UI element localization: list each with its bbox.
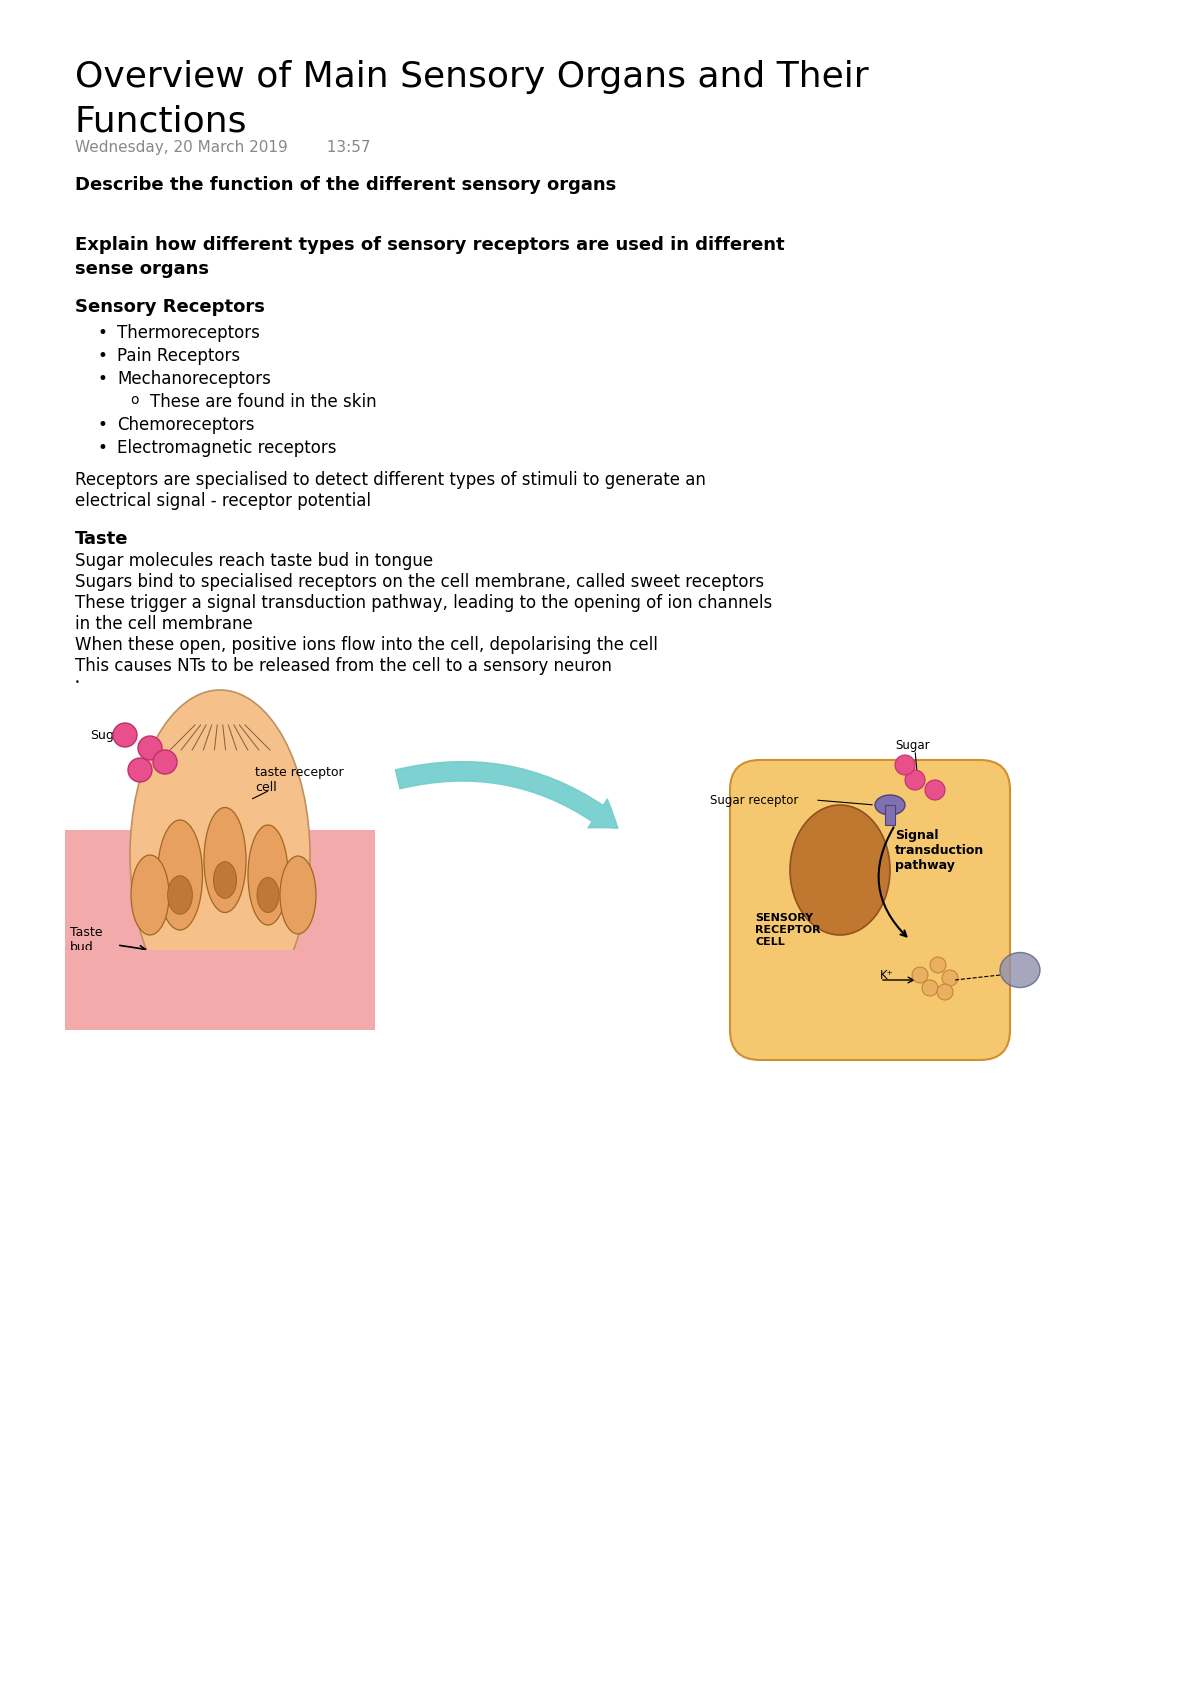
Text: Mechanoreceptors: Mechanoreceptors [118, 370, 271, 389]
Ellipse shape [168, 876, 192, 914]
Circle shape [930, 958, 946, 973]
Circle shape [937, 985, 953, 1000]
Text: Wednesday, 20 March 2019        13:57: Wednesday, 20 March 2019 13:57 [74, 139, 371, 155]
Text: Receptors are specialised to detect different types of stimuli to generate an: Receptors are specialised to detect diff… [74, 470, 706, 489]
Text: Sugar molecules reach taste bud in tongue: Sugar molecules reach taste bud in tongu… [74, 552, 433, 571]
Text: in the cell membrane: in the cell membrane [74, 615, 253, 633]
Ellipse shape [280, 856, 316, 934]
Circle shape [895, 756, 916, 774]
Text: Taste: Taste [74, 530, 128, 548]
Text: Chemoreceptors: Chemoreceptors [118, 416, 254, 435]
FancyBboxPatch shape [886, 805, 895, 825]
Text: Taste
bud: Taste bud [70, 925, 102, 954]
Text: Electromagnetic receptors: Electromagnetic receptors [118, 440, 336, 457]
Text: Sugar: Sugar [895, 739, 930, 752]
Text: •: • [74, 678, 80, 688]
Text: SENSORY
RECEPTOR
CELL: SENSORY RECEPTOR CELL [755, 914, 821, 946]
Circle shape [922, 980, 938, 997]
Text: Pain Receptors: Pain Receptors [118, 346, 240, 365]
Ellipse shape [204, 808, 246, 912]
Text: Thermoreceptors: Thermoreceptors [118, 324, 260, 341]
Ellipse shape [131, 856, 169, 936]
Circle shape [905, 769, 925, 790]
Circle shape [912, 966, 928, 983]
Text: •: • [97, 416, 107, 435]
Circle shape [925, 779, 946, 800]
Text: •: • [97, 370, 107, 389]
Circle shape [942, 970, 958, 987]
Text: Functions: Functions [74, 104, 247, 138]
Text: These are found in the skin: These are found in the skin [150, 392, 377, 411]
Text: •: • [97, 324, 107, 341]
Circle shape [154, 751, 178, 774]
Ellipse shape [1000, 953, 1040, 988]
Text: o: o [130, 392, 138, 408]
FancyArrowPatch shape [396, 762, 618, 829]
Ellipse shape [214, 861, 236, 898]
Ellipse shape [257, 878, 278, 912]
Text: •: • [97, 346, 107, 365]
Text: Sugar: Sugar [90, 728, 127, 742]
Ellipse shape [875, 795, 905, 815]
Text: K⁺: K⁺ [880, 968, 894, 981]
FancyBboxPatch shape [65, 830, 374, 1031]
Ellipse shape [157, 820, 203, 931]
Text: Signal
transduction
pathway: Signal transduction pathway [895, 829, 984, 871]
Text: When these open, positive ions flow into the cell, depolarising the cell: When these open, positive ions flow into… [74, 637, 658, 654]
Text: electrical signal - receptor potential: electrical signal - receptor potential [74, 492, 371, 509]
Circle shape [138, 735, 162, 761]
Text: Sensory Receptors: Sensory Receptors [74, 299, 265, 316]
FancyBboxPatch shape [65, 949, 374, 1031]
Text: taste receptor
cell: taste receptor cell [256, 766, 343, 795]
Text: Describe the function of the different sensory organs: Describe the function of the different s… [74, 177, 617, 194]
Circle shape [113, 723, 137, 747]
Text: sense organs: sense organs [74, 260, 209, 278]
Text: Sugar receptor: Sugar receptor [710, 793, 798, 807]
Text: Explain how different types of sensory receptors are used in different: Explain how different types of sensory r… [74, 236, 785, 255]
Ellipse shape [248, 825, 288, 925]
Text: These trigger a signal transduction pathway, leading to the opening of ion chann: These trigger a signal transduction path… [74, 594, 773, 611]
FancyBboxPatch shape [730, 761, 1010, 1060]
Text: This causes NTs to be released from the cell to a sensory neuron: This causes NTs to be released from the … [74, 657, 612, 676]
Ellipse shape [130, 689, 310, 1020]
Ellipse shape [790, 805, 890, 936]
Text: •: • [97, 440, 107, 457]
Text: Sugars bind to specialised receptors on the cell membrane, called sweet receptor: Sugars bind to specialised receptors on … [74, 572, 764, 591]
Text: Overview of Main Sensory Organs and Their: Overview of Main Sensory Organs and Thei… [74, 59, 869, 93]
Circle shape [128, 757, 152, 783]
